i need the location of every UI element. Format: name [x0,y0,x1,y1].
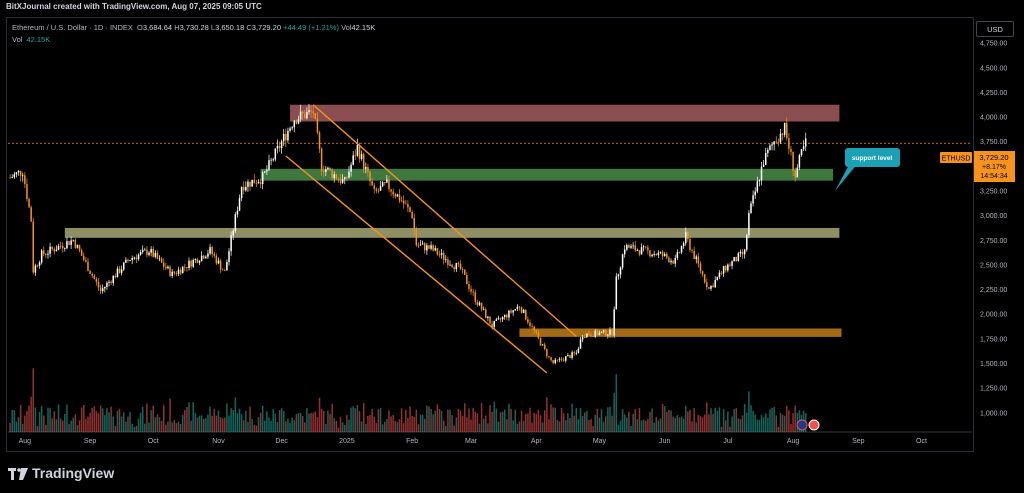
y-tick-label: 1,000.00 [980,410,1007,417]
high-label: H [174,23,180,32]
currency-button[interactable]: USD [976,21,1014,37]
y-tick-label: 3,250.00 [980,189,1007,196]
open-label: O [137,23,143,32]
credit-bar: BitXJournal created with TradingView.com… [0,0,1024,14]
y-tick-label: 2,500.00 [980,262,1007,269]
y-tick-label: 4,500.00 [980,65,1007,72]
price-tag-countdown: 14:54:34 [980,173,1007,180]
y-tick-label: 2,750.00 [980,238,1007,245]
price-tag-pct: +8.17% [982,164,1006,171]
low-value: 3,650.18 [215,23,245,32]
tradingview-footer: TradingView [8,465,114,481]
high-value: 3,730.28 [179,23,209,32]
ohlc-legend: Ethereum / U.S. Dollar · 1D · INDEX O3,6… [12,23,375,32]
close-label: C [246,23,252,32]
price-tag-price: 3,729.20 [979,153,1008,162]
volume-legend-label: Vol [12,35,23,44]
y-tick-label: 1,250.00 [980,386,1007,393]
change-value: +44.49 (+1.21%) [283,23,339,32]
y-tick-label: 2,250.00 [980,287,1007,294]
y-tick-label: 1,500.00 [980,361,1007,368]
y-tick-label: 1,750.00 [980,336,1007,343]
y-tick-label: 3,750.00 [980,139,1007,146]
y-tick-label: 4,250.00 [980,90,1007,97]
y-tick-label: 4,000.00 [980,115,1007,122]
credit-text: BitXJournal created with TradingView.com… [6,2,262,11]
y-tick-label: 3,500.00 [980,164,1007,171]
volume-legend[interactable]: Vol 42.15K [12,35,50,44]
y-tick-label: 4,750.00 [980,41,1007,48]
close-value: 3,729.20 [251,23,281,32]
y-tick-label: 3,000.00 [980,213,1007,220]
vol-value: 42.15K [351,23,376,32]
open-value: 3,684.64 [142,23,173,32]
volume-legend-value: 42.15K [26,35,51,44]
low-label: L [210,23,216,32]
price-tag-box [974,151,1015,182]
footer-brand: TradingView [32,465,115,481]
symbol-title[interactable]: Ethereum / U.S. Dollar · 1D · INDEX [12,23,133,32]
chart-frame [6,17,974,452]
vol-label: Vol [341,23,352,32]
y-tick-label: 2,000.00 [980,312,1007,319]
tradingview-logo-icon [8,468,28,481]
